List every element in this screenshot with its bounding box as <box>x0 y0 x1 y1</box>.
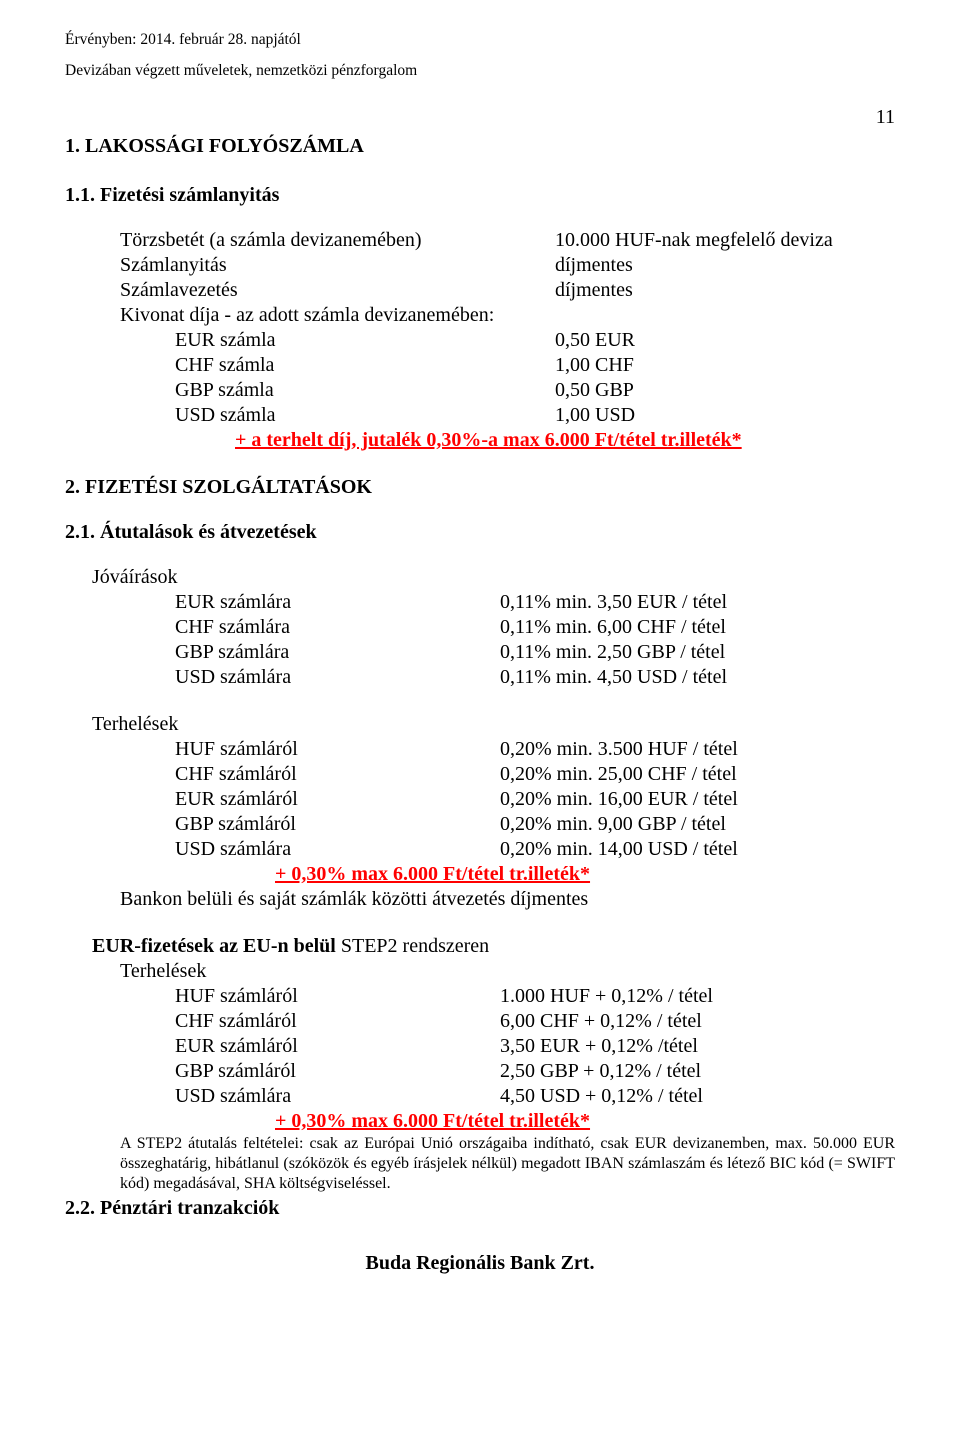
row-label: CHF számla <box>175 353 555 378</box>
eu-debit-row: USD számlára4,50 USD + 0,12% / tétel <box>175 1084 895 1109</box>
section-2-2-title: 2.2. Pénztári tranzakciók <box>65 1196 895 1221</box>
row-label: HUF számláról <box>175 984 500 1009</box>
debit-row: CHF számláról0,20% min. 25,00 CHF / téte… <box>175 762 895 787</box>
eu-debit-row: EUR számláról3,50 EUR + 0,12% /tétel <box>175 1034 895 1059</box>
debit-row: HUF számláról0,20% min. 3.500 HUF / téte… <box>175 737 895 762</box>
row-value: díjmentes <box>555 278 633 303</box>
eu-title-rest: STEP2 rendszeren <box>341 935 489 957</box>
row-value: 2,50 GBP + 0,12% / tétel <box>500 1059 701 1084</box>
row-label: CHF számláról <box>175 1009 500 1034</box>
row-label: EUR számla <box>175 328 555 353</box>
debit-row: USD számlára0,20% min. 14,00 USD / tétel <box>175 837 895 862</box>
credit-row: CHF számlára0,11% min. 6,00 CHF / tétel <box>175 615 895 640</box>
row-value: 0,11% min. 4,50 USD / tétel <box>500 665 727 690</box>
page-number: 11 <box>65 105 895 130</box>
row-label: EUR számláról <box>175 1034 500 1059</box>
red-fee-note-1: + a terhelt díj, jutalék 0,30%-a max 6.0… <box>235 428 895 453</box>
section-2-title: 2. FIZETÉSI SZOLGÁLTATÁSOK <box>65 475 895 500</box>
debits-heading: Terhelések <box>92 712 895 737</box>
debit-row: GBP számláról0,20% min. 9,00 GBP / tétel <box>175 812 895 837</box>
row-value: 1,00 USD <box>555 403 635 428</box>
row-label: CHF számlára <box>175 615 500 640</box>
red-fee-note-3: + 0,30% max 6.000 Ft/tétel tr.illeték* <box>275 1109 895 1134</box>
validity-date: Érvényben: 2014. február 28. napjától <box>65 30 895 49</box>
row-statement-fee: Kivonat díja - az adott számla devizanem… <box>120 303 895 328</box>
eu-debit-row: CHF számláról6,00 CHF + 0,12% / tétel <box>175 1009 895 1034</box>
row-value: 0,20% min. 25,00 CHF / tétel <box>500 762 737 787</box>
row-usd: USD számla 1,00 USD <box>175 403 895 428</box>
row-value: 0,20% min. 9,00 GBP / tétel <box>500 812 726 837</box>
row-label: USD számla <box>175 403 555 428</box>
row-value: 0,11% min. 3,50 EUR / tétel <box>500 590 727 615</box>
row-value: 0,20% min. 16,00 EUR / tétel <box>500 787 738 812</box>
row-label: GBP számlára <box>175 640 500 665</box>
red-fee-note-2: + 0,30% max 6.000 Ft/tétel tr.illeték* <box>275 862 895 887</box>
section-1-title: 1. LAKOSSÁGI FOLYÓSZÁMLA <box>65 134 895 159</box>
row-chf: CHF számla 1,00 CHF <box>175 353 895 378</box>
row-gbp: GBP számla 0,50 GBP <box>175 378 895 403</box>
row-label: EUR számlára <box>175 590 500 615</box>
row-value: 3,50 EUR + 0,12% /tétel <box>500 1034 698 1059</box>
debit-row: EUR számláról0,20% min. 16,00 EUR / téte… <box>175 787 895 812</box>
row-management: Számlavezetés díjmentes <box>120 278 895 303</box>
row-value: 0,11% min. 2,50 GBP / tétel <box>500 640 725 665</box>
row-label: USD számlára <box>175 837 500 862</box>
row-label: GBP számla <box>175 378 555 403</box>
row-label: GBP számláról <box>175 1059 500 1084</box>
row-label: USD számlára <box>175 665 500 690</box>
row-label: Számlanyitás <box>120 253 555 278</box>
row-value: 0,20% min. 14,00 USD / tétel <box>500 837 738 862</box>
row-value: 6,00 CHF + 0,12% / tétel <box>500 1009 702 1034</box>
row-deposit: Törzsbetét (a számla devizanemében) 10.0… <box>120 228 895 253</box>
eu-debit-row: HUF számláról1.000 HUF + 0,12% / tétel <box>175 984 895 1009</box>
row-value: 1.000 HUF + 0,12% / tétel <box>500 984 713 1009</box>
step2-footnote: A STEP2 átutalás feltételei: csak az Eur… <box>120 1134 895 1194</box>
row-label: GBP számláról <box>175 812 500 837</box>
row-label: HUF számláról <box>175 737 500 762</box>
row-eur: EUR számla 0,50 EUR <box>175 328 895 353</box>
footer-bank-name: Buda Regionális Bank Zrt. <box>65 1251 895 1276</box>
eu-payments-title: EUR-fizetések az EU-n belül STEP2 rendsz… <box>92 934 895 959</box>
internal-transfer-note: Bankon belüli és saját számlák közötti á… <box>120 887 895 912</box>
section-1-1-title: 1.1. Fizetési számlanyitás <box>65 183 895 208</box>
row-value: 0,50 EUR <box>555 328 635 353</box>
section-2-1-title: 2.1. Átutalások és átvezetések <box>65 520 895 545</box>
credits-heading: Jóváírások <box>92 565 895 590</box>
row-value: 0,11% min. 6,00 CHF / tétel <box>500 615 726 640</box>
row-label: CHF számláról <box>175 762 500 787</box>
eu-debits-heading: Terhelések <box>120 959 895 984</box>
eu-title-bold: EUR-fizetések az EU-n belül <box>92 935 341 957</box>
row-value: 4,50 USD + 0,12% / tétel <box>500 1084 703 1109</box>
row-opening: Számlanyitás díjmentes <box>120 253 895 278</box>
credit-row: GBP számlára0,11% min. 2,50 GBP / tétel <box>175 640 895 665</box>
doc-subtitle: Devizában végzett műveletek, nemzetközi … <box>65 61 895 80</box>
row-value: díjmentes <box>555 253 633 278</box>
row-label: Törzsbetét (a számla devizanemében) <box>120 228 555 253</box>
row-value: 0,20% min. 3.500 HUF / tétel <box>500 737 738 762</box>
row-label: EUR számláról <box>175 787 500 812</box>
row-label: Számlavezetés <box>120 278 555 303</box>
row-label: USD számlára <box>175 1084 500 1109</box>
row-value: 10.000 HUF-nak megfelelő deviza <box>555 228 833 253</box>
row-value: 1,00 CHF <box>555 353 634 378</box>
row-value: 0,50 GBP <box>555 378 634 403</box>
credit-row: EUR számlára0,11% min. 3,50 EUR / tétel <box>175 590 895 615</box>
eu-debit-row: GBP számláról2,50 GBP + 0,12% / tétel <box>175 1059 895 1084</box>
credit-row: USD számlára0,11% min. 4,50 USD / tétel <box>175 665 895 690</box>
